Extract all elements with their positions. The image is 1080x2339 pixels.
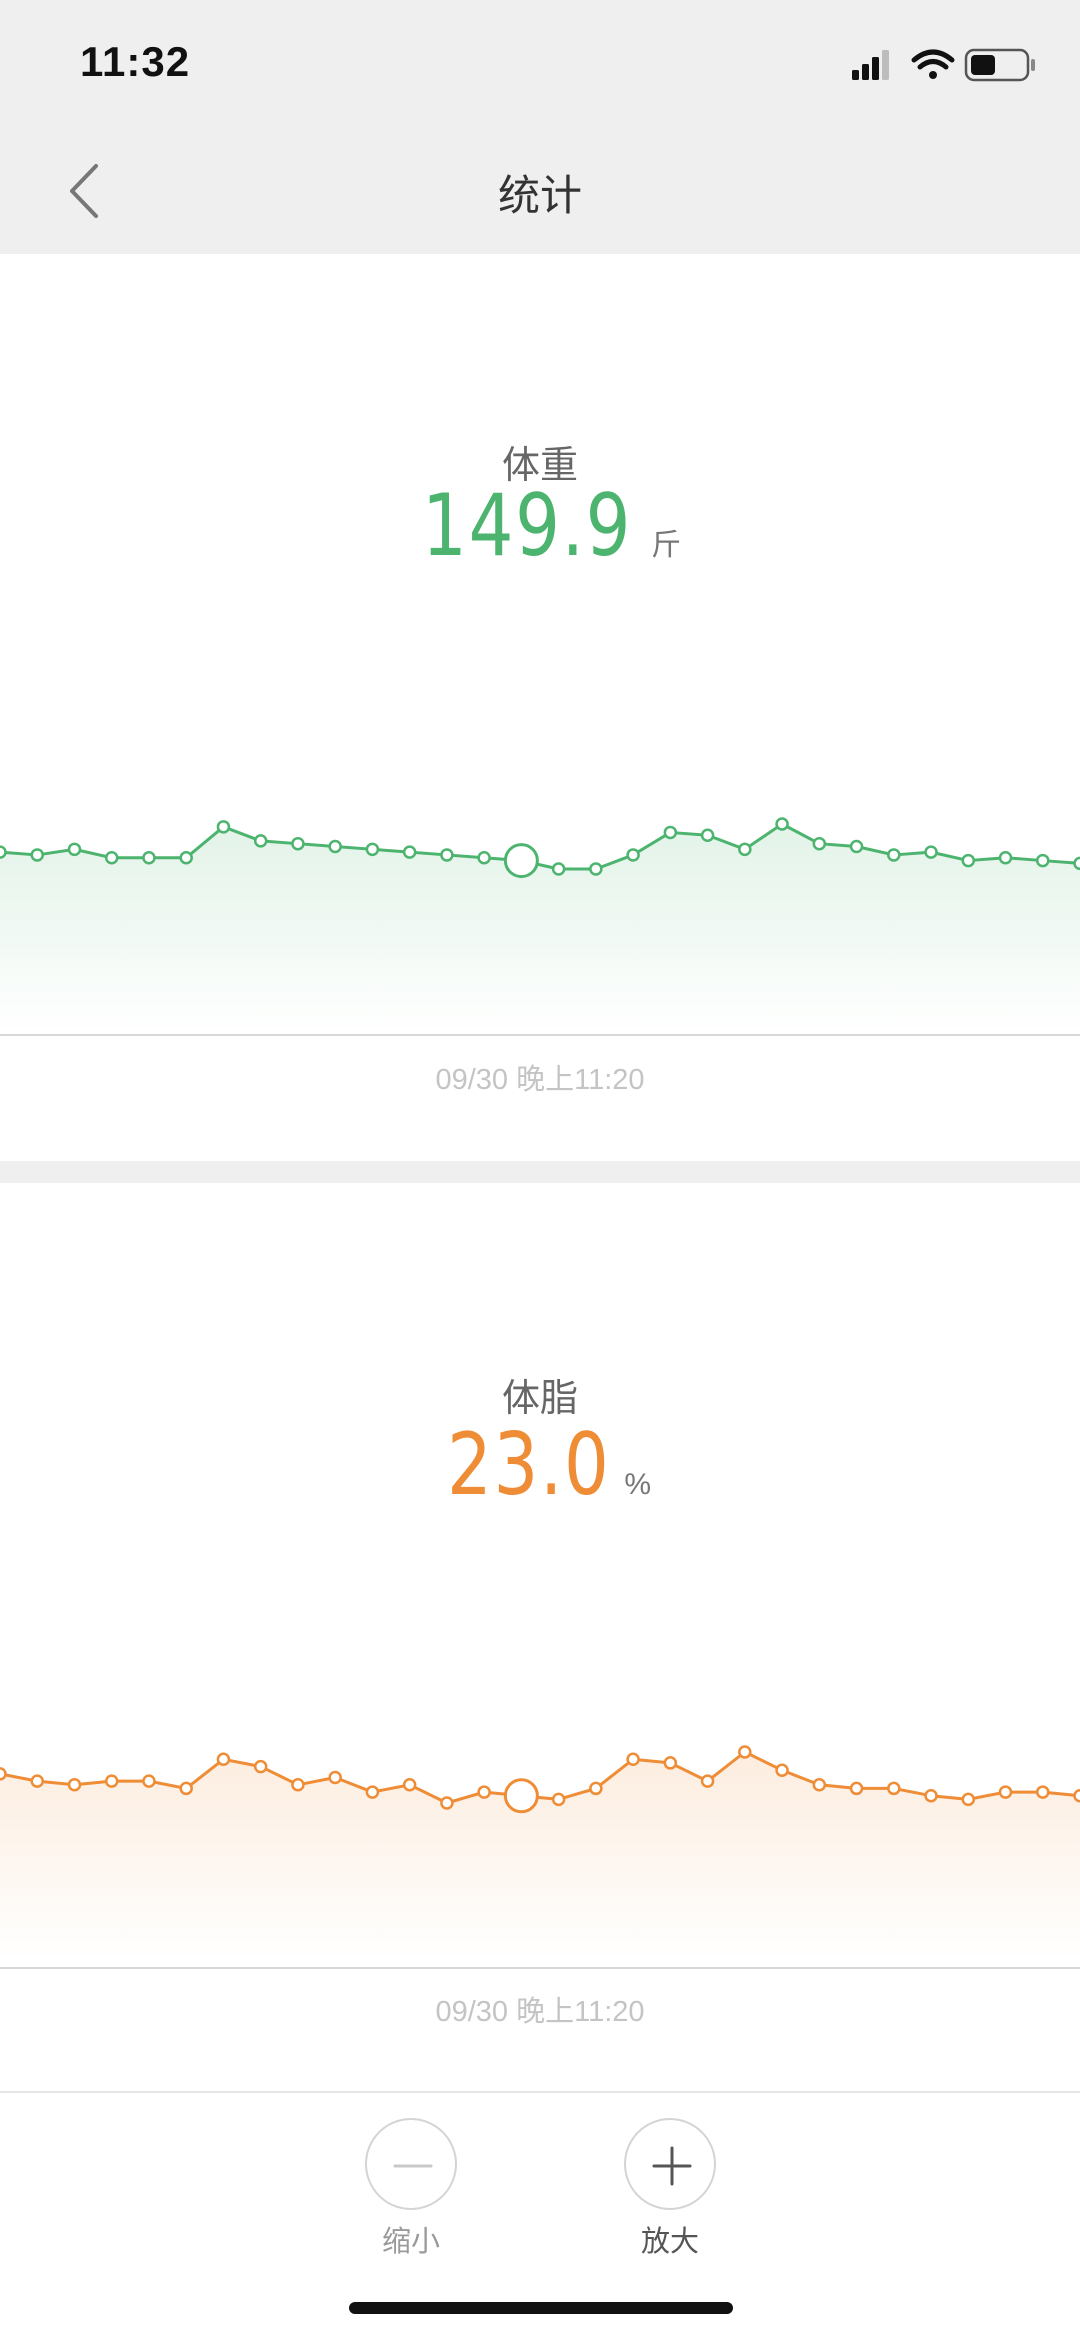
weight-chart-point[interactable] xyxy=(0,845,7,859)
weight-chart-point[interactable] xyxy=(365,842,380,857)
body-fat-chart-point[interactable] xyxy=(216,1752,231,1767)
body-fat-chart-point[interactable] xyxy=(253,1759,268,1774)
body-fat-chart-point[interactable] xyxy=(30,1774,44,1788)
weight-chart-selected-point[interactable] xyxy=(503,843,539,879)
body-fat-label: 体脂 xyxy=(501,1378,578,1420)
weight-chart-point[interactable] xyxy=(849,839,864,854)
weight-reading: 149.9 斤 xyxy=(0,476,1080,576)
zoom-out-label: 缩小 xyxy=(381,2226,440,2258)
chevron-left-icon xyxy=(70,164,98,218)
body-fat-chart-point[interactable] xyxy=(626,1752,640,1767)
weight-unit: 斤 xyxy=(651,529,682,562)
body-fat-chart-point[interactable] xyxy=(700,1774,715,1788)
zoom-in-button[interactable] xyxy=(624,2118,716,2210)
weight-chart-point[interactable] xyxy=(887,848,901,862)
weight-chart-point[interactable] xyxy=(477,851,491,865)
page-title: 统计 xyxy=(497,172,582,219)
body-fat-chart-point[interactable] xyxy=(924,1788,938,1803)
body-fat-chart-point[interactable] xyxy=(0,1767,7,1781)
weight-chart-point[interactable] xyxy=(216,820,231,834)
weight-chart-point[interactable] xyxy=(328,839,342,854)
weight-chart-point[interactable] xyxy=(142,851,156,865)
weight-chart-point[interactable] xyxy=(104,851,119,865)
status-time: 11:32 xyxy=(80,38,191,85)
weight-chart-point[interactable] xyxy=(998,851,1013,865)
body-fat-chart-point[interactable] xyxy=(551,1792,566,1807)
body-fat-chart-area xyxy=(0,1752,1080,1960)
body-fat-chart-point[interactable] xyxy=(998,1785,1013,1799)
body-fat-chart-point[interactable] xyxy=(291,1778,305,1792)
body-fat-chart-point[interactable] xyxy=(142,1774,156,1788)
body-fat-chart-point[interactable] xyxy=(849,1781,864,1796)
toolbar-divider xyxy=(0,2091,1080,2093)
weight-label: 体重 xyxy=(501,445,578,487)
body-fat-chart-point[interactable] xyxy=(961,1792,976,1807)
body-fat-chart-point[interactable] xyxy=(812,1778,827,1792)
weight-chart-point[interactable] xyxy=(589,862,603,876)
body-fat-chart-point[interactable] xyxy=(365,1785,380,1799)
weight-chart-point[interactable] xyxy=(179,851,193,865)
weight-chart-point[interactable] xyxy=(738,842,752,857)
minus-icon xyxy=(393,2164,433,2168)
weight-value: 149.9 xyxy=(421,476,633,576)
back-button[interactable] xyxy=(60,156,110,226)
weight-chart-point[interactable] xyxy=(440,848,454,862)
body-fat-chart-point[interactable] xyxy=(589,1781,603,1796)
body-fat-reading: 23.0% xyxy=(0,1415,1080,1515)
weight-chart-point[interactable] xyxy=(663,825,678,840)
body-fat-unit: % xyxy=(624,1468,652,1501)
body-fat-timestamp: 09/30 晚上11:20 xyxy=(435,1996,645,2028)
body-fat-chart-point[interactable] xyxy=(440,1796,454,1810)
weight-chart-point[interactable] xyxy=(775,817,789,831)
status-icons xyxy=(852,48,1035,82)
body-fat-chart-selected-point[interactable] xyxy=(503,1778,539,1814)
body-fat-chart-point[interactable] xyxy=(477,1785,491,1799)
weight-chart-point[interactable] xyxy=(253,834,268,848)
cellular-signal-icon xyxy=(852,50,889,80)
body-fat-chart-point[interactable] xyxy=(738,1745,752,1759)
weight-chart-point[interactable] xyxy=(700,828,715,842)
body-fat-chart-point[interactable] xyxy=(402,1778,417,1792)
body-fat-trend-chart[interactable] xyxy=(0,1730,1080,1960)
header-area: 11:32 统计 xyxy=(0,0,1080,254)
body-fat-chart-axis xyxy=(0,1967,1080,1969)
weight-chart-point[interactable] xyxy=(812,836,827,851)
weight-chart-point[interactable] xyxy=(30,848,44,862)
weight-chart-point[interactable] xyxy=(924,845,938,859)
weight-timestamp: 09/30 晚上11:20 xyxy=(435,1064,645,1096)
body-fat-chart-point[interactable] xyxy=(179,1781,193,1796)
body-fat-chart-point[interactable] xyxy=(1073,1788,1080,1803)
plus-icon xyxy=(652,2146,692,2186)
weight-chart-point[interactable] xyxy=(67,842,82,857)
weight-chart-point[interactable] xyxy=(1036,853,1050,868)
zoom-in-label: 放大 xyxy=(640,2226,699,2258)
body-fat-card: 体脂 23.0% 09/30 晚上11:20 xyxy=(0,1183,1080,2091)
section-divider xyxy=(0,1161,1080,1183)
weight-chart-area xyxy=(0,824,1080,1034)
weight-chart-axis xyxy=(0,1034,1080,1036)
body-fat-chart-point[interactable] xyxy=(67,1778,82,1792)
weight-chart-point[interactable] xyxy=(551,862,566,876)
weight-chart-point[interactable] xyxy=(291,836,305,851)
weight-trend-chart[interactable] xyxy=(0,804,1080,1034)
body-fat-chart-point[interactable] xyxy=(887,1781,901,1796)
weight-chart-point[interactable] xyxy=(961,853,976,868)
weight-chart-point[interactable] xyxy=(626,848,640,862)
body-fat-chart-point[interactable] xyxy=(663,1756,678,1770)
home-indicator xyxy=(349,2302,733,2314)
weight-chart-point[interactable] xyxy=(1073,856,1080,871)
battery-icon xyxy=(964,48,1035,82)
body-fat-chart-point[interactable] xyxy=(328,1770,342,1785)
weight-card: 体重 149.9 斤 09/30 晚上11:20 xyxy=(0,254,1080,1161)
body-fat-chart-point[interactable] xyxy=(775,1763,789,1777)
zoom-out-button[interactable] xyxy=(365,2118,457,2210)
wifi-icon xyxy=(911,49,955,79)
body-fat-chart-point[interactable] xyxy=(1036,1785,1050,1799)
body-fat-chart-point[interactable] xyxy=(104,1774,119,1788)
weight-chart-point[interactable] xyxy=(402,845,417,859)
body-fat-value: 23.0 xyxy=(446,1415,611,1515)
